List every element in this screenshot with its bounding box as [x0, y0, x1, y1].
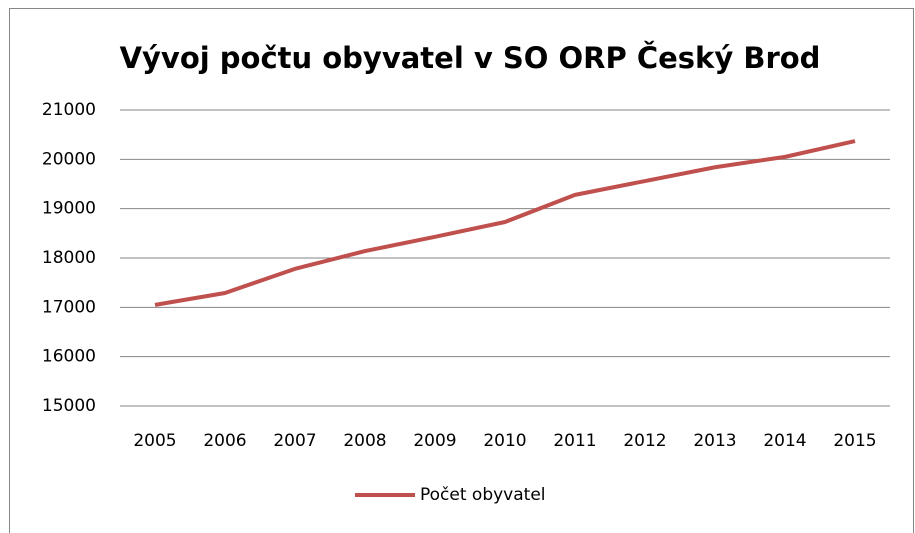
chart-border: [9, 8, 914, 533]
series-line: [154, 139, 856, 307]
x-tick-label: 2011: [553, 431, 596, 451]
y-tick-label: 17000: [42, 297, 96, 317]
y-tick-label: 15000: [42, 396, 96, 416]
x-tick-label: 2008: [343, 431, 386, 451]
x-tick-label: 2007: [273, 431, 316, 451]
x-tick-label: 2012: [623, 431, 666, 451]
legend-label: Počet obyvatel: [420, 485, 546, 505]
x-tick-label: 2014: [763, 431, 806, 451]
x-tick-label: 2015: [833, 431, 876, 451]
chart-title: Vývoj počtu obyvatel v SO ORP Český Brod: [120, 41, 821, 75]
y-tick-label: 18000: [42, 248, 96, 268]
x-tick-label: 2009: [413, 431, 456, 451]
x-tick-label: 2010: [483, 431, 526, 451]
y-tick-label: 20000: [42, 149, 96, 169]
y-tick-label: 21000: [42, 100, 96, 120]
x-tick-label: 2005: [133, 431, 176, 451]
x-tick-label: 2006: [203, 431, 246, 451]
y-tick-label: 16000: [42, 347, 96, 367]
x-tick-label: 2013: [693, 431, 736, 451]
y-tick-label: 19000: [42, 199, 96, 219]
